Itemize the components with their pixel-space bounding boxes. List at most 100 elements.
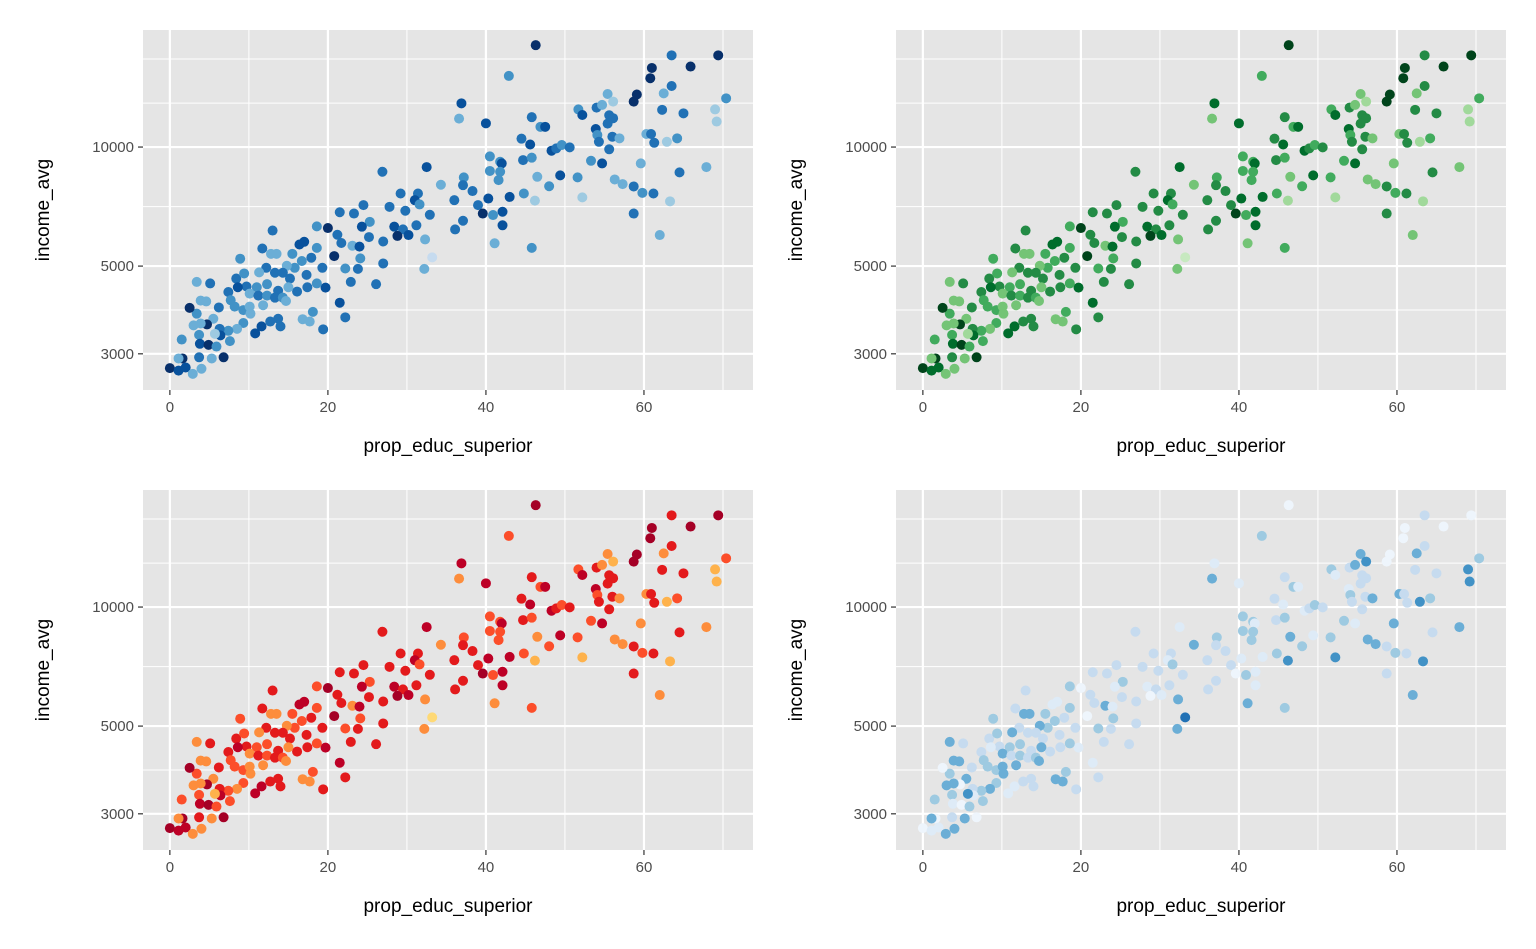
data-point	[1250, 680, 1261, 691]
data-point	[231, 273, 242, 284]
points	[917, 40, 1485, 379]
data-point	[1350, 158, 1361, 169]
data-point	[1226, 660, 1237, 671]
data-point	[645, 73, 656, 84]
data-point	[1248, 626, 1259, 637]
y-tick-label: 10000	[845, 599, 887, 616]
data-point	[473, 200, 484, 211]
data-point	[1172, 723, 1183, 734]
data-point	[1037, 273, 1048, 284]
data-point	[926, 813, 937, 824]
data-point	[526, 702, 537, 713]
data-point	[526, 612, 537, 623]
data-point	[1024, 248, 1035, 259]
data-point	[239, 268, 250, 279]
data-point	[658, 88, 669, 99]
data-point	[1463, 564, 1474, 575]
data-point	[1131, 258, 1142, 269]
data-point	[1279, 242, 1290, 253]
data-point	[1180, 712, 1191, 723]
x-tick-label: 0	[166, 399, 174, 416]
data-point	[1057, 316, 1068, 327]
data-point	[1087, 667, 1098, 678]
data-point	[1211, 640, 1222, 651]
x-axis-title: prop_educ_superior	[363, 896, 533, 917]
data-point	[454, 573, 465, 584]
data-point	[1398, 533, 1409, 544]
data-point	[340, 723, 351, 734]
data-point	[665, 196, 676, 207]
data-point	[666, 510, 677, 521]
data-point	[1419, 510, 1430, 521]
data-point	[1060, 306, 1071, 317]
data-point	[1388, 158, 1399, 169]
data-point	[666, 80, 677, 91]
data-point	[194, 329, 205, 340]
data-point	[649, 597, 660, 608]
data-point	[956, 799, 967, 810]
data-point	[1034, 756, 1045, 767]
data-point	[269, 292, 280, 303]
data-point	[493, 175, 504, 186]
data-point	[1427, 167, 1438, 178]
data-point	[354, 241, 365, 252]
data-point	[544, 641, 555, 652]
data-point	[1293, 121, 1304, 132]
data-point	[449, 655, 460, 666]
data-point	[191, 308, 202, 319]
data-point	[1339, 615, 1350, 626]
data-point	[532, 171, 543, 182]
data-point	[1004, 282, 1015, 293]
data-point	[206, 813, 217, 824]
data-point	[411, 220, 422, 231]
y-tick-label: 3000	[854, 806, 887, 823]
data-point	[1040, 708, 1051, 719]
data-point	[345, 736, 356, 747]
y-tick-label: 5000	[854, 718, 887, 735]
data-point	[1009, 321, 1020, 332]
data-point	[1020, 685, 1031, 696]
data-point	[378, 696, 389, 707]
data-point	[261, 722, 272, 733]
data-point	[529, 655, 540, 666]
data-point	[1026, 773, 1037, 784]
data-point	[1330, 192, 1341, 203]
data-point	[1108, 253, 1119, 264]
data-point	[403, 230, 414, 241]
data-point	[1022, 267, 1033, 278]
data-point	[1362, 634, 1373, 645]
data-point	[1381, 208, 1392, 219]
data-point	[1116, 692, 1127, 703]
data-point	[318, 324, 329, 335]
data-point	[244, 288, 255, 299]
data-point	[1233, 118, 1244, 129]
data-point	[982, 761, 993, 772]
data-point	[593, 136, 604, 147]
data-point	[1271, 648, 1282, 659]
data-point	[450, 684, 461, 695]
data-point	[556, 600, 567, 611]
data-point	[1474, 93, 1485, 104]
data-point	[1007, 727, 1018, 738]
data-point	[1108, 713, 1119, 724]
data-point	[1177, 209, 1188, 220]
data-point	[1055, 282, 1066, 293]
data-point	[1317, 602, 1328, 613]
data-point	[1167, 659, 1178, 670]
data-point	[1399, 588, 1410, 599]
data-point	[317, 722, 328, 733]
data-point	[985, 282, 996, 293]
data-point	[164, 823, 175, 834]
data-point	[458, 180, 469, 191]
data-point	[1177, 669, 1188, 680]
data-point	[277, 267, 288, 278]
data-point	[435, 639, 446, 650]
data-point	[238, 317, 249, 328]
data-point	[1130, 626, 1141, 637]
data-point	[250, 788, 261, 799]
data-point	[176, 794, 187, 805]
data-point	[187, 368, 198, 379]
data-point	[1064, 738, 1075, 749]
data-point	[1116, 232, 1127, 243]
panel-2: 0 20 40 60 3000 5000 10000 prop_educ_superior in…	[786, 30, 1506, 457]
